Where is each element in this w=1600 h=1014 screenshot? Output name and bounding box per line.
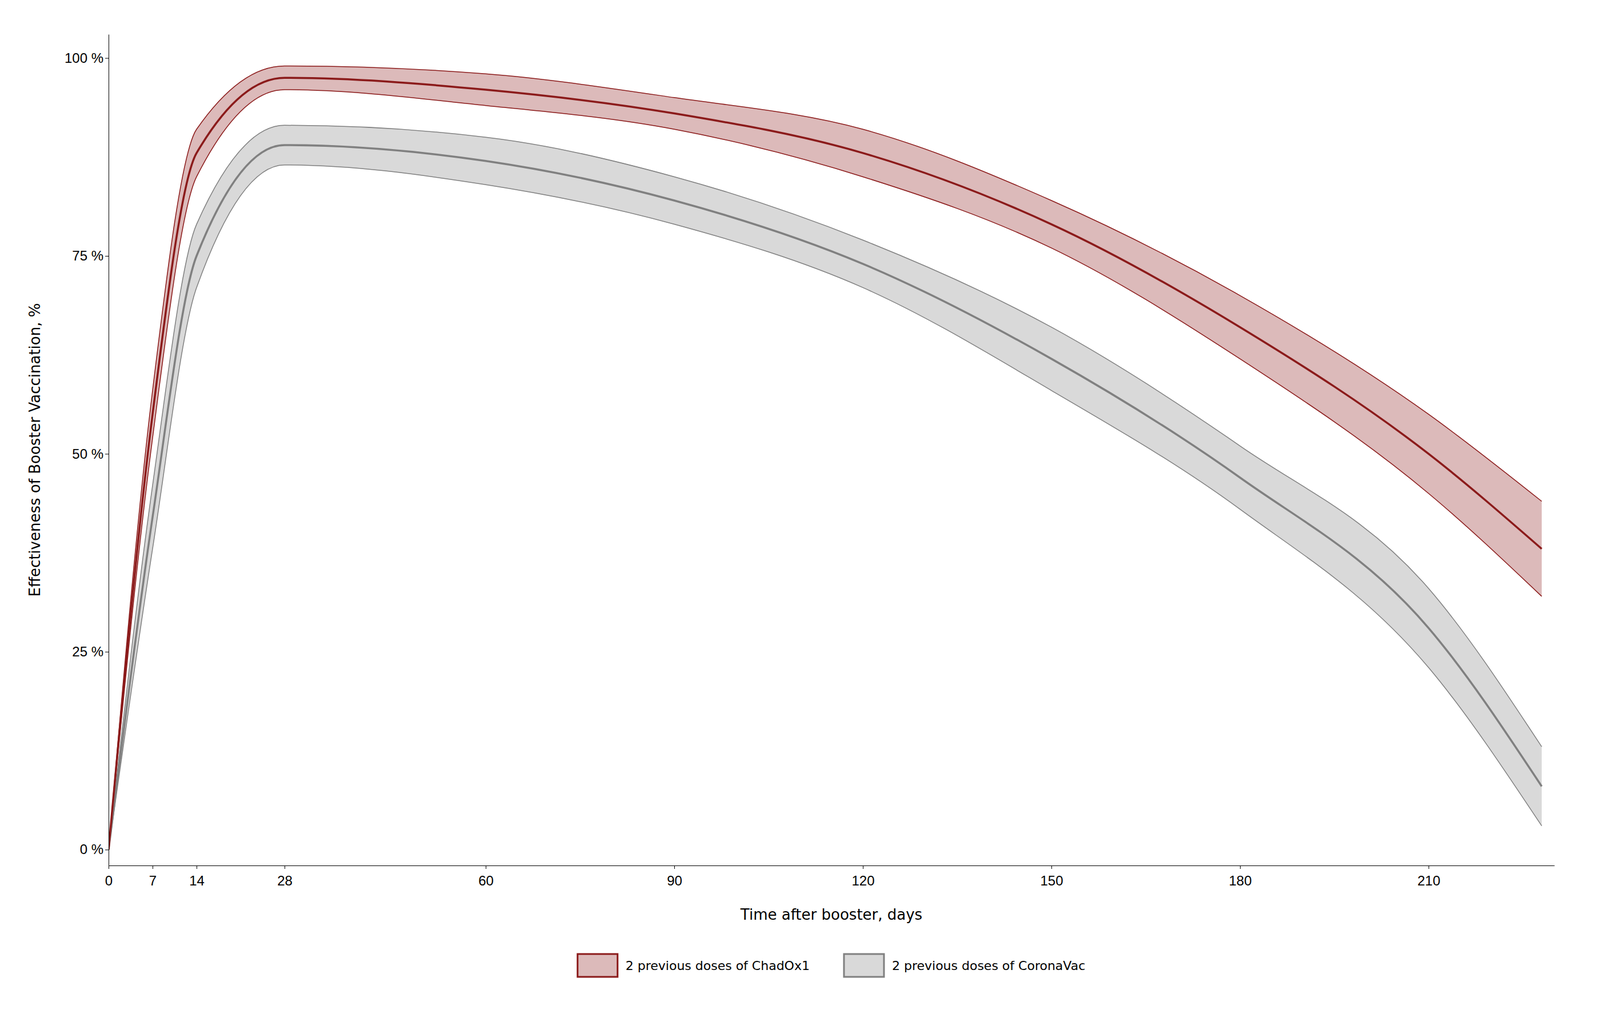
y-tick: 100 % [64,50,109,66]
x-tick: 180 [1228,865,1252,889]
tick-label: 150 [1040,873,1063,889]
series [108,125,1542,850]
band-edge [108,65,1542,850]
x-tick: 210 [1417,865,1440,889]
tick-mark [674,865,675,870]
line [108,77,1542,850]
x-tick: 150 [1040,865,1063,889]
y-tick: 50 % [72,446,109,462]
y-tick: 25 % [72,644,109,660]
tick-mark [105,652,109,653]
tick-mark [105,849,109,851]
x-axis: 0 7 14 28 60 90 120 150 180 210 [105,865,1555,889]
tick-label: 180 [1228,873,1252,889]
x-axis-title: Time after booster, days [740,906,923,924]
tick-label: 28 [277,873,293,889]
tick-label: 100 % [64,50,104,66]
tick-mark [105,453,109,455]
tick-mark [485,865,487,870]
series [108,65,1542,850]
tick-label: 7 [149,873,157,889]
legend-swatch [844,954,884,978]
x-tick: 7 [149,865,157,889]
tick-label: 60 [478,873,494,889]
y-axis-line [108,34,110,867]
tick-mark [196,865,198,870]
legend-label: 2 previous doses of ChadOx1 [625,958,810,974]
tick-mark [105,256,109,257]
legend-swatch [577,954,618,978]
tick-label: 90 [666,873,683,889]
tick-label: 0 % [80,841,104,858]
band-edge [108,125,1542,850]
y-tick: 0 % [80,841,109,858]
band-edge [108,165,1542,851]
legend-label: 2 previous doses of CoronaVac [892,958,1086,974]
tick-mark [1428,865,1430,870]
tick-label: 14 [189,873,205,889]
x-tick: 14 [189,865,205,889]
tick-label: 75 % [72,248,104,264]
chart: 0 7 14 28 60 90 120 150 180 210 0 % 25 % 50 % 75 % 100… [0,0,1600,1014]
tick-label: 120 [851,873,875,889]
x-tick: 120 [851,865,875,889]
tick-mark [108,865,110,870]
tick-label: 210 [1417,873,1440,889]
tick-label: 25 % [72,644,104,660]
band-edge [108,89,1542,850]
legend-item: 2 previous doses of ChadOx1 [577,954,810,978]
y-tick: 75 % [72,248,109,264]
legend-item: 2 previous doses of CoronaVac [844,954,1086,978]
tick-label: 50 % [72,446,104,462]
tick-mark [1051,865,1052,870]
tick-mark [284,865,286,870]
line [108,145,1542,850]
x-tick: 90 [666,865,683,889]
tick-mark [1240,865,1241,870]
confidence-band [108,125,1542,850]
x-axis-line [109,865,1555,867]
x-tick: 28 [277,865,293,889]
confidence-band [108,65,1542,850]
x-tick: 60 [478,865,494,889]
tick-mark [152,865,154,870]
plot-area [108,65,1542,850]
legend: 2 previous doses of ChadOx1 2 previous do… [577,954,1086,978]
tick-mark [862,865,864,870]
tick-label: 0 [105,873,113,889]
y-axis-title: Effectiveness of Booster Vaccination, % [26,303,44,598]
x-tick: 0 [105,865,113,889]
y-axis: 0 % 25 % 50 % 75 % 100 % [64,34,110,867]
tick-mark [105,58,109,59]
